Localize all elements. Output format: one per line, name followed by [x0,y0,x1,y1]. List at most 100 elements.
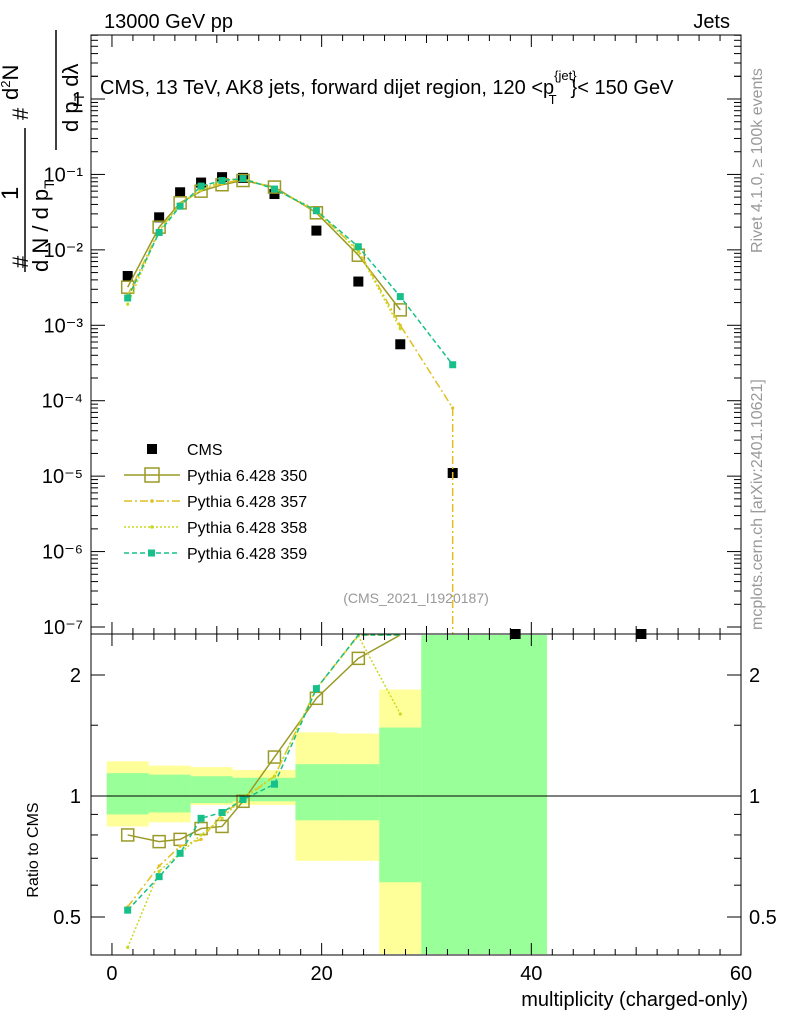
main-series-marker [449,361,457,369]
ratio-series-marker [197,814,205,822]
ratio-series-marker [215,819,229,834]
ratio-uncertainty-bands [106,635,548,954]
ratio-series-marker [351,651,366,666]
main-series-marker [124,294,132,302]
main-series-marker [309,206,324,220]
ratio-series-marker [239,796,247,804]
cms-data-point [353,276,364,287]
legend-marker [150,525,154,529]
main-y-tick-label: 10⁻⁴ [42,391,83,413]
main-series-marker [354,243,362,251]
ratio-y-tick-label-right: 2 [749,665,760,687]
main-panel-frame [90,34,742,635]
ratio-series-marker [236,794,250,809]
main-plot-title: CMS, 13 TeV, AK8 jets, forward dijet reg… [100,68,674,107]
ratio-series-marker [220,816,224,820]
main-series-marker [239,175,247,183]
main-series-line [127,179,401,311]
main-series-marker [197,182,205,190]
ratio-series-marker [155,873,163,881]
ratio-series-marker [157,869,161,873]
ratio-series-marker [157,864,161,868]
main-series-marker [120,280,135,294]
x-axis-label: multiplicity (charged-only) [521,989,748,1011]
main-series-marker [398,327,402,331]
ratio-plot-marks [91,634,741,950]
legend-label: Pythia 6.428 350 [187,468,307,485]
ratio-series-marker [312,685,320,693]
ratio-y-axis-label: Ratio to CMS [25,802,42,897]
legend-marker-cms [147,444,157,454]
ratio-series-marker [309,691,324,706]
svg-text:1: 1 [0,187,24,200]
ratio-series-marker [176,849,184,857]
main-y-tick-label: 10⁻⁵ [42,466,83,488]
ratio-series-marker [120,828,135,842]
main-series-marker [398,323,402,327]
rivet-label: Rivet 4.1.0, ≥ 100k events [749,68,766,253]
svg-text:#: # [8,107,33,120]
main-series-marker [218,177,226,185]
main-y-axis-label: # 1 d N / d pT # d2N d pT dλ [0,30,87,272]
cms-data-point [175,187,186,198]
ratio-band-green [148,774,191,813]
main-plot-marks [120,172,647,639]
main-series-marker [270,185,278,193]
svg-text:d pT dλ: d pT dλ [58,63,87,132]
ratio-series-line [127,634,401,843]
cms-data-point [122,271,133,282]
ratio-series-marker [199,833,203,837]
main-y-tick-label: 10⁻³ [44,315,84,337]
ratio-y-tick-label-right: 0.5 [749,907,777,929]
cms-data-point [395,339,406,350]
ratio-series-marker [199,837,203,841]
svg-text:#: # [8,255,33,268]
main-series-marker [393,303,408,317]
x-tick-label: 0 [106,963,117,985]
main-y-tick-label: 10⁻² [44,240,84,262]
ratio-band-green [190,776,233,804]
ratio-series-marker [152,834,166,849]
main-series-marker [396,293,404,301]
site-label: mcplots.cern.ch [arXiv:2401.10621] [749,379,766,630]
ratio-y-tick-label: 0.5 [53,907,81,929]
ratio-band-green [337,764,380,821]
main-series-line [127,178,454,409]
axes: 0 20 40 60 10⁻⁷ 10⁻⁶ 10⁻⁵ 10⁻⁴ 10⁻³ 10⁻² 10⁻¹ 1 0.5 0… [42,34,777,985]
ratio-band-green [421,635,548,954]
main-y-tick-label: 1 [72,89,83,111]
category-label: Jets [693,11,730,33]
ratio-series-marker [398,712,402,716]
legend-label: Pythia 6.428 358 [187,520,307,537]
x-tick-label: 60 [730,963,752,985]
ratio-band-green [106,773,149,815]
ratio-panel-frame [90,633,742,956]
legend-marker [150,499,154,503]
ratio-y-tick-label: 1 [70,786,81,808]
main-series-marker [356,249,360,254]
ratio-series-marker [124,906,132,914]
cms-data-point [196,177,207,188]
main-series-line [127,177,401,330]
ratio-series-marker [178,844,182,848]
main-y-tick-label: 10⁻¹ [44,164,84,186]
svg-text:d2N: d2N [0,65,23,100]
main-y-tick-label: 10⁻⁷ [43,617,83,639]
ratio-y-tick-label: 2 [70,665,81,687]
cms-data-point [269,189,280,200]
ratio-band-green [295,764,338,821]
legend-label: CMS [187,442,223,459]
main-series-marker [155,228,163,236]
main-y-tick-label: 10⁻⁶ [42,542,83,564]
legend: CMS Pythia 6.428 350 Pythia 6.428 357 Pythi… [124,442,307,563]
ratio-y-tick-label-right: 1 [749,786,760,808]
legend-label: Pythia 6.428 359 [187,546,307,563]
ratio-series-marker [218,808,226,816]
ratio-series-marker [267,750,282,764]
ratio-series-line [127,634,401,911]
cms-data-point [311,225,322,236]
ratio-band-green [379,727,422,883]
analysis-watermark: (CMS_2021_I1920187) [343,590,489,606]
energy-label: 13000 GeV pp [104,11,233,33]
ratio-series-marker [270,780,278,788]
